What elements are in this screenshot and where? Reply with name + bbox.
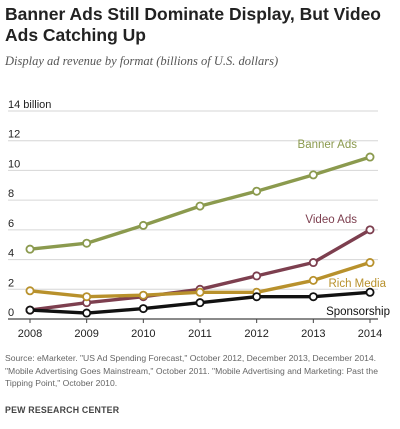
data-point-video-ads-2013 <box>308 258 318 268</box>
x-tick-label: 2010 <box>131 328 155 340</box>
data-point-rich-media-2013 <box>308 275 318 285</box>
data-point-video-ads-2012 <box>252 271 262 281</box>
y-tick-label: 6 <box>8 218 14 230</box>
series-label-sponsorship: Sponsorship <box>326 306 390 318</box>
data-point-banner-ads-2010 <box>138 220 148 230</box>
y-tick-label: 2 <box>8 277 14 289</box>
x-tick-label: 2011 <box>188 328 212 340</box>
data-point-rich-media-2010 <box>138 290 148 300</box>
data-point-video-ads-2014 <box>365 225 375 235</box>
line-chart: 0 2 4 6 8 10 12 14 billion 2008 2009 2010 2011 2012 2… <box>8 99 390 340</box>
data-point-sponsorship-2010 <box>138 304 148 314</box>
y-tick-label: 12 <box>8 129 20 141</box>
x-tick-label: 2008 <box>18 328 42 340</box>
y-tick-label: 10 <box>8 158 20 170</box>
data-point-sponsorship-2013 <box>308 292 318 302</box>
series-label-rich-media: Rich Media <box>328 278 386 290</box>
y-tick-label: 4 <box>8 248 14 260</box>
data-point-banner-ads-2008 <box>25 244 35 254</box>
series-label-video-ads: Video Ads <box>305 214 357 226</box>
data-point-rich-media-2011 <box>195 287 205 297</box>
x-tick-label: 2012 <box>244 328 268 340</box>
y-tick-label: 8 <box>8 188 14 200</box>
data-point-sponsorship-2014 <box>365 287 375 297</box>
data-point-banner-ads-2011 <box>195 201 205 211</box>
x-tick-label: 2009 <box>74 328 98 340</box>
y-tick-label: 0 <box>8 307 14 319</box>
x-tick-label: 2013 <box>301 328 325 340</box>
data-point-sponsorship-2011 <box>195 298 205 308</box>
data-point-rich-media-2009 <box>82 292 92 302</box>
data-point-banner-ads-2013 <box>308 170 318 180</box>
data-point-banner-ads-2009 <box>82 238 92 248</box>
data-point-banner-ads-2012 <box>252 186 262 196</box>
data-point-banner-ads-2014 <box>365 152 375 162</box>
chart-subtitle: Display ad revenue by format (billions o… <box>5 54 279 68</box>
x-tick-label: 2014 <box>358 328 382 340</box>
data-point-rich-media-2008 <box>25 286 35 296</box>
data-point-sponsorship-2008 <box>25 305 35 315</box>
data-point-sponsorship-2009 <box>82 308 92 318</box>
chart-title: Banner Ads Still Dominate Display, But V… <box>5 4 381 45</box>
data-point-rich-media-2014 <box>365 258 375 268</box>
credit-line: PEW RESEARCH CENTER <box>5 405 120 415</box>
data-point-sponsorship-2012 <box>252 292 262 302</box>
series-label-banner-ads: Banner Ads <box>298 139 358 151</box>
source-note: Source: eMarketer. "US Ad Spending Forec… <box>5 353 378 388</box>
series-line-video-ads <box>28 228 372 312</box>
y-tick-label: 14 billion <box>8 99 51 111</box>
